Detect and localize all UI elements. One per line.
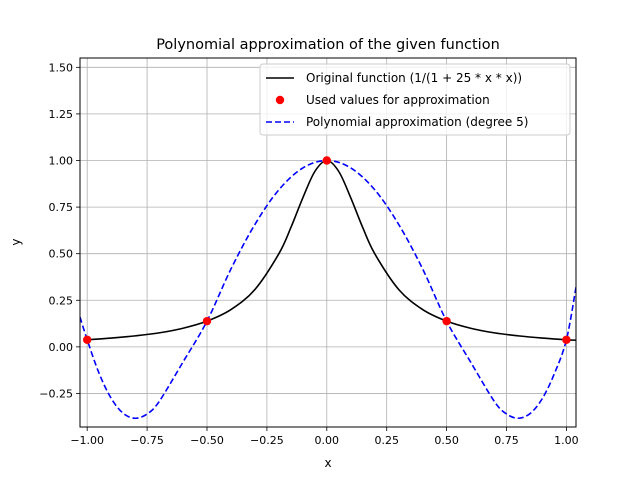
x-tick-label: −0.50 [190,434,224,447]
approximation-point [562,335,571,344]
series-layer [80,156,576,420]
y-axis-label: y [9,238,23,245]
x-axis-label: x [324,456,331,470]
y-tick-label: 0.75 [49,201,74,214]
legend-frame [259,63,571,136]
original-function-line [87,159,576,341]
legend-label-polynomial: Polynomial approximation (degree 5) [306,115,528,129]
y-tick-label: 1.00 [49,155,74,168]
approximation-point [202,316,212,326]
x-tick-label: −1.00 [70,434,104,447]
chart-title: Polynomial approximation of the given fu… [156,37,500,53]
legend-label-original: Original function (1/(1 + 25 * x * x)) [306,71,522,85]
y-tick-label: −0.25 [39,387,73,400]
legend-swatch-points [275,95,285,105]
axis-ticks: −1.00 −0.75 −0.50 −0.25 0.00 0.25 0.50 0.75 1.00… [39,61,578,447]
legend: Original function (1/(1 + 25 * x * x)) Us… [259,63,571,136]
x-tick-label: 1.00 [554,434,579,447]
x-tick-label: 0.50 [434,434,459,447]
x-tick-label: −0.75 [130,434,164,447]
x-tick-label: 0.25 [374,434,399,447]
y-tick-label: 0.50 [49,248,74,261]
approximation-point [82,335,92,344]
x-tick-label: −0.25 [250,434,284,447]
plot-area-frame [79,57,577,428]
x-tick-label: 0.00 [315,434,340,447]
legend-label-points: Used values for approximation [306,93,490,107]
x-tick-label: 0.75 [494,434,519,447]
approximation-point [442,316,451,326]
approximation-point [322,156,332,165]
polynomial-approximation-line [80,159,576,420]
y-tick-label: 0.00 [49,341,74,354]
y-tick-label: 1.25 [49,108,74,121]
y-tick-label: 1.50 [49,61,74,74]
y-tick-label: 0.25 [49,294,74,307]
